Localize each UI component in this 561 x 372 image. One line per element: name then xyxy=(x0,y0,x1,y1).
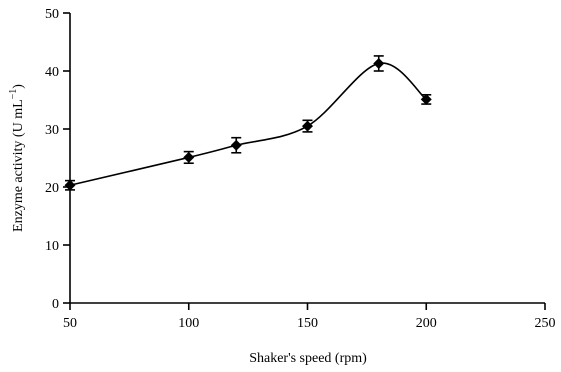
axes xyxy=(69,13,545,304)
y-tick-label: 30 xyxy=(45,123,59,138)
data-point-marker xyxy=(64,179,76,191)
y-tick-label: 10 xyxy=(45,239,59,254)
y-tick-label: 20 xyxy=(45,181,59,196)
x-tick-label: 50 xyxy=(63,316,77,331)
data-point-marker xyxy=(420,93,432,105)
y-tick-label: 40 xyxy=(45,65,59,80)
data-point-marker xyxy=(230,139,242,151)
data-series xyxy=(64,55,432,191)
x-tick-label: 250 xyxy=(535,316,556,331)
y-tick-label: 50 xyxy=(45,7,59,22)
y-axis-title-main: Enzyme activity (U mL xyxy=(11,99,26,232)
data-point-marker xyxy=(302,120,313,132)
data-point-marker xyxy=(373,57,385,69)
x-tick-label: 100 xyxy=(178,316,199,331)
x-axis-title: Shaker's speed (rpm) xyxy=(249,351,367,366)
ticks: 50 100 150 200 250 0 10 20 30 40 50 xyxy=(45,7,556,331)
y-tick-label: 0 xyxy=(52,297,59,312)
data-point-marker xyxy=(183,151,195,163)
y-axis-title: Enzyme activity (U mL−1) xyxy=(8,84,26,232)
x-tick-label: 200 xyxy=(416,316,437,331)
y-axis-title-close: ) xyxy=(11,84,26,89)
series-line xyxy=(69,62,427,187)
x-tick-label: 150 xyxy=(297,316,318,331)
y-axis-title-superscript: −1 xyxy=(8,89,19,100)
